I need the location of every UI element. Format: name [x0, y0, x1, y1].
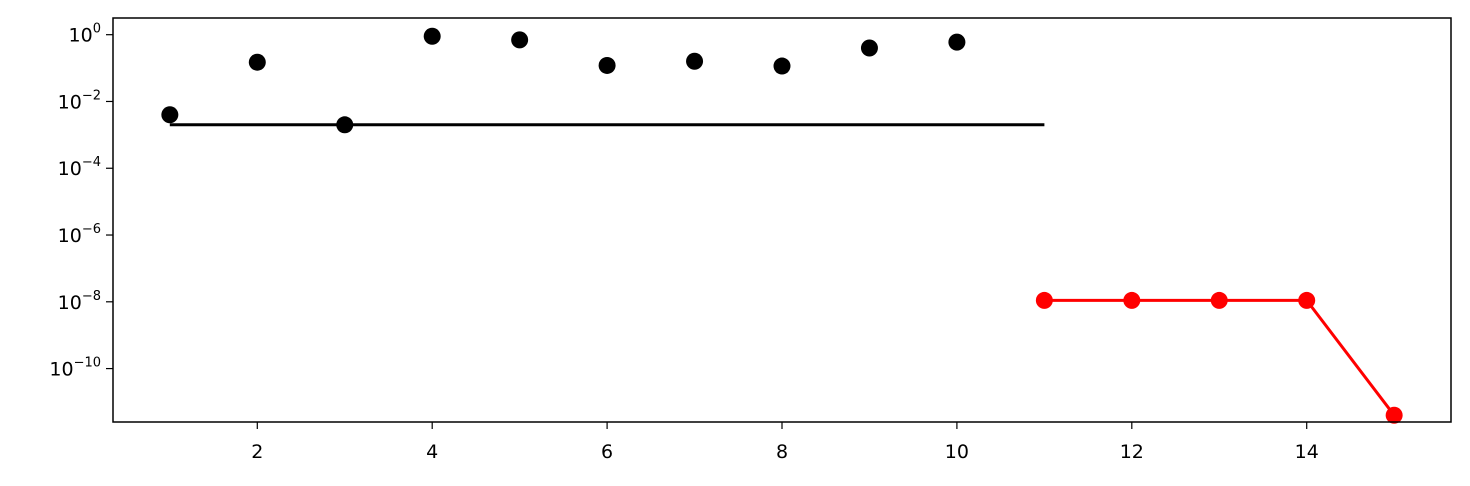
data-point [1035, 291, 1053, 309]
x-tick-label: 6 [601, 441, 613, 463]
plot-marks [161, 27, 1403, 424]
y-tick-label: 100 [69, 22, 101, 47]
y-tick-label: 10−10 [49, 356, 101, 381]
data-point [686, 52, 704, 70]
x-tick-label: 4 [426, 441, 438, 463]
y-axis: 100 10−2 10−4 10−6 10−8 10−10 [49, 22, 113, 381]
data-point [1210, 291, 1228, 309]
y-tick-label: 10−2 [58, 88, 101, 113]
x-tick-label: 10 [945, 441, 969, 463]
data-point [161, 106, 179, 124]
data-point [248, 53, 266, 71]
data-point [511, 31, 529, 49]
x-axis: 2 4 6 8 10 12 14 [251, 422, 1319, 463]
y-tick-label: 10−4 [58, 155, 101, 180]
x-tick-label: 12 [1120, 441, 1144, 463]
data-point [773, 57, 791, 75]
y-tick-label: 10−6 [58, 222, 101, 247]
data-point [423, 27, 441, 45]
data-point [1385, 406, 1403, 424]
data-point [860, 39, 878, 57]
plot-frame [112, 17, 1452, 423]
x-tick-label: 14 [1295, 441, 1319, 463]
series-line [1044, 298, 1396, 417]
data-point [948, 33, 966, 51]
x-tick-label: 8 [776, 441, 788, 463]
x-tick-label: 2 [251, 441, 263, 463]
data-point [1298, 291, 1316, 309]
y-tick-label: 10−8 [58, 289, 101, 314]
data-point [598, 56, 616, 74]
data-point [1123, 291, 1141, 309]
